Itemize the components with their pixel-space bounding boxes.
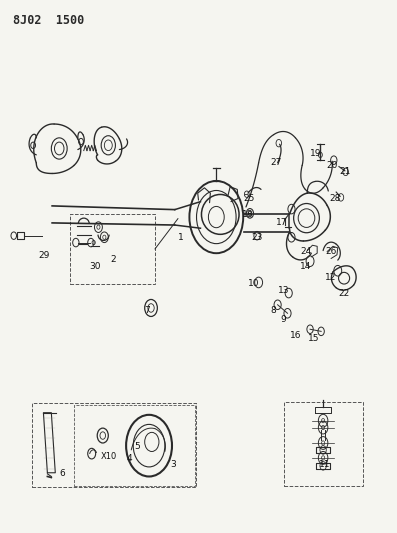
Text: 7: 7	[144, 305, 150, 314]
Text: 14: 14	[300, 262, 311, 271]
Text: 20: 20	[326, 161, 338, 170]
Text: 10: 10	[248, 279, 260, 288]
Text: 28: 28	[329, 194, 341, 203]
Text: 18: 18	[242, 210, 254, 219]
Bar	[74, 405, 195, 486]
Text: 6: 6	[59, 470, 65, 478]
Bar	[283, 401, 363, 486]
Text: 4: 4	[127, 455, 132, 463]
Text: 22: 22	[339, 288, 350, 297]
Text: 19: 19	[309, 149, 321, 158]
Text: 5: 5	[134, 442, 140, 451]
Text: 9: 9	[281, 315, 286, 324]
Text: 25: 25	[243, 194, 255, 203]
Text: 17: 17	[276, 219, 287, 228]
Text: 8J02  1500: 8J02 1500	[13, 14, 84, 27]
Text: 13: 13	[278, 286, 289, 295]
Text: X10: X10	[100, 453, 117, 462]
Text: 1: 1	[178, 233, 183, 242]
Bar	[31, 403, 196, 487]
Text: 26: 26	[326, 247, 337, 256]
Text: 29: 29	[39, 252, 50, 260]
Bar	[70, 214, 155, 284]
Text: 21: 21	[339, 167, 351, 176]
Text: 23: 23	[251, 233, 263, 242]
Text: 12: 12	[326, 273, 337, 281]
Text: 3: 3	[170, 460, 175, 469]
Text: 16: 16	[290, 331, 301, 340]
Text: 15: 15	[308, 334, 319, 343]
Text: 8: 8	[271, 305, 277, 314]
Text: 2: 2	[111, 255, 116, 264]
Text: 11: 11	[319, 460, 331, 469]
Text: 27: 27	[270, 158, 281, 167]
Text: 30: 30	[89, 262, 100, 271]
Text: 24: 24	[301, 247, 312, 256]
